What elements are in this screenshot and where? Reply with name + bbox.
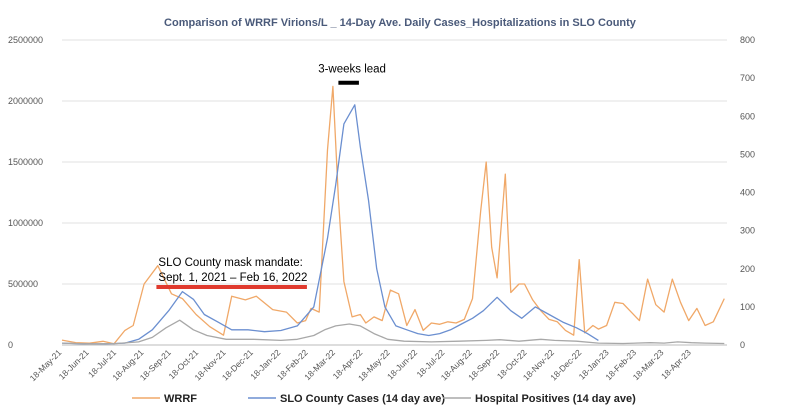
chart-title: Comparison of WRRF Virions/L _ 14-Day Av… (164, 17, 637, 29)
left-tick-label: 1000000 (8, 218, 43, 228)
right-tick-label: 600 (740, 111, 755, 121)
series-line-3 (61, 319, 725, 345)
left-tick-label: 0 (8, 340, 13, 350)
series-layer (61, 85, 725, 345)
mask-mandate-title: SLO County mask mandate: (158, 257, 302, 269)
x-tick-label: 18-Jun-21 (57, 347, 91, 381)
right-tick-label: 800 (740, 35, 755, 45)
legend-label: WRRF (164, 393, 197, 405)
legend: WRRF SLO County Cases (14 day ave) Hospita… (132, 393, 636, 405)
left-tick-label: 2500000 (8, 35, 43, 45)
x-axis-ticks: 18-May-2118-Jun-2118-Jul-2118-Aug-2118-S… (28, 347, 693, 383)
legend-label: SLO County Cases (14 day ave) (280, 393, 445, 405)
legend-label: Hospital Positives (14 day ave) (475, 393, 636, 405)
left-tick-label: 2000000 (8, 96, 43, 106)
series-line-1 (61, 85, 725, 345)
x-tick-label: 18-May-21 (28, 347, 64, 383)
right-axis-ticks: 0 100 200 300 400 500 600 700 800 (740, 35, 755, 350)
right-tick-label: 700 (740, 73, 755, 83)
right-tick-label: 0 (740, 340, 745, 350)
right-tick-label: 500 (740, 149, 755, 159)
left-axis-ticks: 0 500000 1000000 1500000 2000000 2500000 (8, 35, 43, 350)
series-line-2 (61, 104, 599, 345)
grid-layer (62, 39, 727, 346)
x-tick-label: 18-Apr-23 (659, 347, 693, 381)
right-tick-label: 300 (740, 226, 755, 236)
annotation-layer: 3-weeks lead SLO County mask mandate: Se… (156, 64, 386, 290)
mask-mandate-dates: Sept. 1, 2021 – Feb 16, 2022 (158, 272, 307, 284)
right-tick-label: 200 (740, 264, 755, 274)
right-tick-label: 100 (740, 302, 755, 312)
left-tick-label: 500000 (8, 279, 38, 289)
x-tick-label: 18-Jun-22 (385, 347, 419, 381)
left-tick-label: 1500000 (8, 157, 43, 167)
right-tick-label: 400 (740, 188, 755, 198)
lead-annotation-text: 3-weeks lead (318, 64, 386, 76)
